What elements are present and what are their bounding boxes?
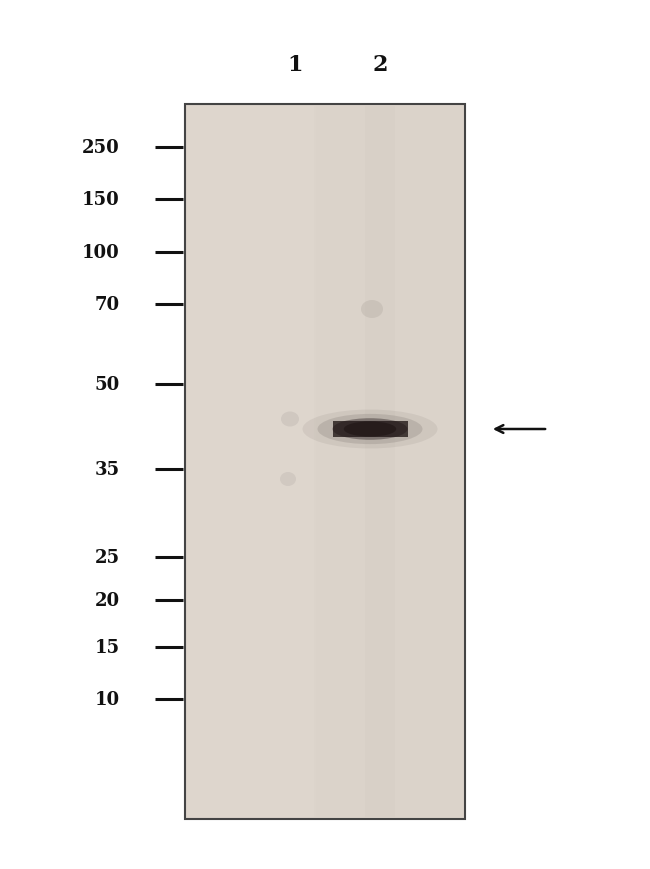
Ellipse shape <box>280 473 296 487</box>
Bar <box>365 107 395 817</box>
Ellipse shape <box>344 422 396 437</box>
Bar <box>185 105 465 819</box>
Bar <box>314 107 463 817</box>
Text: 100: 100 <box>83 243 120 262</box>
Text: 20: 20 <box>95 591 120 609</box>
Ellipse shape <box>361 301 383 319</box>
Text: 2: 2 <box>372 54 388 76</box>
Ellipse shape <box>281 412 299 427</box>
Text: 1: 1 <box>287 54 303 76</box>
Text: 50: 50 <box>95 375 120 394</box>
Text: 15: 15 <box>95 638 120 656</box>
Text: 25: 25 <box>95 548 120 567</box>
Bar <box>187 107 316 817</box>
Text: 10: 10 <box>95 690 120 708</box>
Bar <box>333 421 408 437</box>
Ellipse shape <box>317 415 422 445</box>
Text: 150: 150 <box>83 191 120 209</box>
Text: 70: 70 <box>95 295 120 314</box>
Text: 35: 35 <box>95 461 120 479</box>
Text: 250: 250 <box>83 139 120 156</box>
Ellipse shape <box>302 410 437 449</box>
Ellipse shape <box>333 419 408 441</box>
